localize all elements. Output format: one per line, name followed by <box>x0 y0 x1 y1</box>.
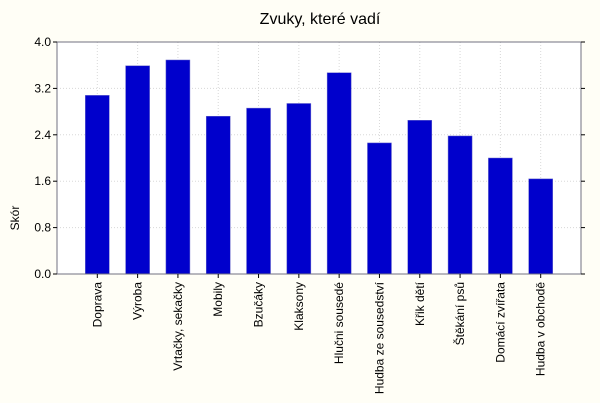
bar <box>488 157 513 275</box>
bar <box>528 178 553 275</box>
chart-title: Zvuky, které vadí <box>260 11 381 28</box>
bar <box>286 103 312 275</box>
x-tick-label: Výroba <box>131 282 145 320</box>
x-tick-label: Mobily <box>211 282 225 317</box>
y-tick-label: 4.0 <box>34 35 51 49</box>
bar <box>326 72 352 275</box>
x-tick-label: Klaksony <box>292 282 306 331</box>
bar <box>246 107 271 275</box>
x-tick-label: Hudba ze sousedství <box>372 281 386 394</box>
y-tick-label: 2.4 <box>34 128 51 142</box>
x-tick-label: Hudba v obchodě <box>534 282 548 376</box>
y-tick-label: 0.0 <box>34 267 51 281</box>
plot-frame <box>56 41 582 275</box>
bar <box>407 120 433 275</box>
x-tick-label: Bzučáky <box>252 282 266 327</box>
bar <box>125 65 150 275</box>
bar <box>447 135 473 275</box>
bar <box>205 115 231 275</box>
bar <box>165 59 191 275</box>
x-tick-label: Hlučni sousedé <box>332 282 346 364</box>
bar <box>85 95 110 275</box>
x-tick-label: Domácí zvířata <box>493 282 507 363</box>
y-tick-label: 3.2 <box>34 81 51 95</box>
x-tick-label: Vrtačky, sekačky <box>171 282 185 371</box>
x-tick-label: Doprava <box>90 282 104 328</box>
y-tick-label: 0.8 <box>34 221 51 235</box>
x-tick-label: Štěkání psů <box>452 282 467 345</box>
bar <box>367 142 392 275</box>
x-tick-label: Křik dětí <box>413 281 427 326</box>
y-axis-label: Skór <box>8 206 22 231</box>
y-tick-label: 1.6 <box>34 174 51 188</box>
